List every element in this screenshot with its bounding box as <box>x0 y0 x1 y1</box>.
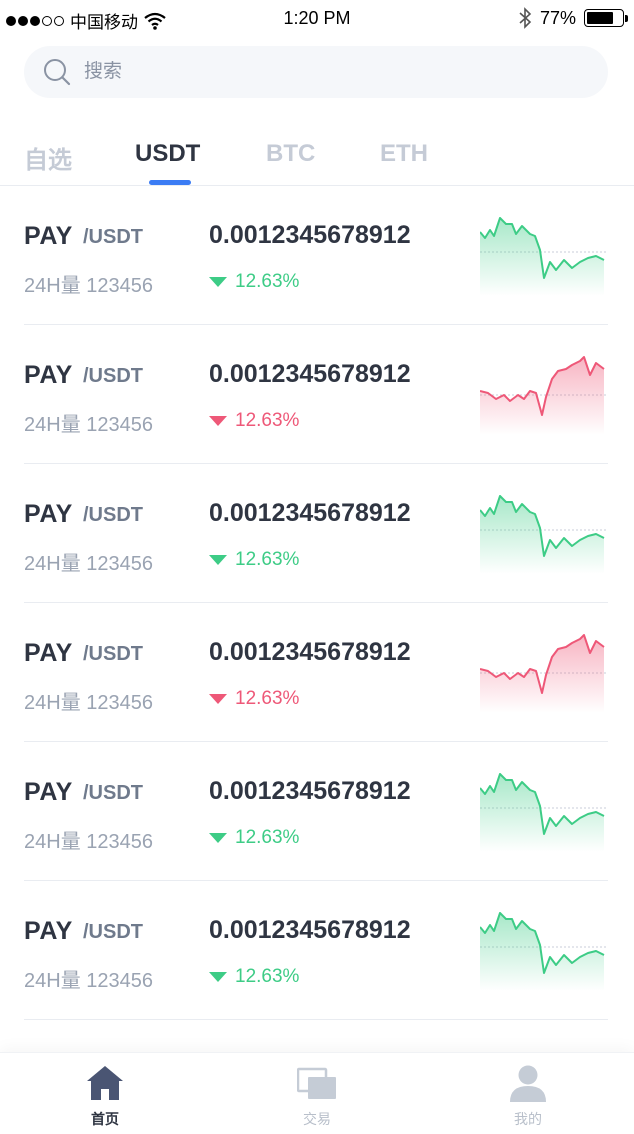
market-row[interactable]: PAY /USDT 24H量 123456 0.0012345678912 12… <box>0 325 634 464</box>
bluetooth-icon <box>519 7 532 29</box>
sparkline-area <box>480 635 604 713</box>
down-triangle-icon <box>209 694 227 704</box>
pair-quote: /USDT <box>83 643 143 665</box>
sparkline-line <box>480 773 605 835</box>
nav-trade-label: 交易 <box>303 1111 331 1127</box>
sparkline-line <box>480 356 605 416</box>
tab-eth[interactable]: ETH <box>380 140 428 167</box>
change-percent: 12.63% <box>235 827 300 848</box>
price-change: 12.63% <box>209 549 299 571</box>
pair-quote: /USDT <box>83 921 143 943</box>
price-change: 12.63% <box>209 688 299 710</box>
sparkline-area <box>480 218 604 296</box>
sparkline-line <box>480 495 605 557</box>
volume-24h: 24H量 123456 <box>24 553 153 575</box>
tab-favorites[interactable]: 自选 <box>24 147 72 174</box>
pair-quote: /USDT <box>83 226 143 248</box>
last-price: 0.0012345678912 <box>209 360 411 388</box>
nav-profile[interactable]: 我的 <box>488 1063 568 1129</box>
tab-usdt[interactable]: USDT <box>135 140 201 167</box>
carrier-name: 中国移动 <box>70 13 138 32</box>
change-percent: 12.63% <box>235 549 300 570</box>
market-row[interactable]: PAY /USDT 24H量 123456 0.0012345678912 12… <box>0 186 634 325</box>
last-price: 0.0012345678912 <box>209 499 411 527</box>
change-percent: 12.63% <box>235 271 300 292</box>
nav-trade[interactable]: 交易 <box>277 1063 357 1129</box>
last-price: 0.0012345678912 <box>209 221 411 249</box>
sparkline-chart <box>480 634 608 713</box>
wifi-icon <box>144 12 166 30</box>
pair-quote: /USDT <box>83 504 143 526</box>
status-right: 77% <box>518 7 628 29</box>
search-bar[interactable] <box>24 46 608 98</box>
sparkline-chart <box>480 912 608 991</box>
nav-profile-label: 我的 <box>514 1111 542 1127</box>
active-tab-indicator <box>149 180 191 185</box>
pair-base: PAY <box>24 917 73 945</box>
market-row[interactable]: PAY /USDT 24H量 123456 0.0012345678912 12… <box>0 881 634 1020</box>
down-triangle-icon <box>209 277 227 287</box>
battery-icon <box>584 9 628 27</box>
tab-btc[interactable]: BTC <box>266 140 316 167</box>
pair-base: PAY <box>24 500 73 528</box>
price-change: 12.63% <box>209 271 299 293</box>
change-percent: 12.63% <box>235 966 300 987</box>
last-price: 0.0012345678912 <box>209 916 411 944</box>
sparkline-area <box>480 496 604 574</box>
down-triangle-icon <box>209 416 227 426</box>
price-change: 12.63% <box>209 410 299 432</box>
search-icon <box>44 59 71 86</box>
pair-base: PAY <box>24 778 73 806</box>
pair-base: PAY <box>24 639 73 667</box>
sparkline-line <box>480 217 605 279</box>
market-row[interactable]: PAY /USDT 24H量 123456 0.0012345678912 12… <box>0 464 634 603</box>
exchange-icon <box>297 1067 336 1099</box>
volume-24h: 24H量 123456 <box>24 831 153 853</box>
sparkline-chart <box>480 217 608 296</box>
sparkline-chart <box>480 773 608 852</box>
nav-home[interactable]: 首页 <box>65 1063 145 1129</box>
down-triangle-icon <box>209 555 227 565</box>
pair-quote: /USDT <box>83 782 143 804</box>
market-list: PAY /USDT 24H量 123456 0.0012345678912 12… <box>0 186 634 1020</box>
price-change: 12.63% <box>209 966 299 988</box>
search-input[interactable] <box>84 61 564 83</box>
bottom-nav: 首页 交易 我的 <box>0 1052 634 1134</box>
sparkline-line <box>480 634 605 694</box>
down-triangle-icon <box>209 972 227 982</box>
sparkline-chart <box>480 495 608 574</box>
battery-percent: 77% <box>539 7 576 28</box>
volume-24h: 24H量 123456 <box>24 970 153 992</box>
status-bar: 中国移动 1:20 PM 77% <box>0 0 634 40</box>
last-price: 0.0012345678912 <box>209 638 411 666</box>
sparkline-area <box>480 357 604 435</box>
battery-level <box>587 12 614 24</box>
volume-24h: 24H量 123456 <box>24 692 153 714</box>
price-change: 12.63% <box>209 827 299 849</box>
sparkline-area <box>480 913 604 991</box>
market-tabs: 自选 USDT BTC ETH <box>0 126 634 186</box>
pair-quote: /USDT <box>83 365 143 387</box>
status-left: 中国移动 <box>6 8 166 33</box>
change-percent: 12.63% <box>235 688 300 709</box>
pair-base: PAY <box>24 361 73 389</box>
signal-strength-icon <box>6 15 64 26</box>
sparkline-line <box>480 912 605 974</box>
user-icon <box>510 1065 546 1102</box>
sparkline-area <box>480 774 604 852</box>
market-row[interactable]: PAY /USDT 24H量 123456 0.0012345678912 12… <box>0 742 634 881</box>
volume-24h: 24H量 123456 <box>24 275 153 297</box>
pair-base: PAY <box>24 222 73 250</box>
change-percent: 12.63% <box>235 410 300 431</box>
status-time: 1:20 PM <box>283 8 351 28</box>
nav-home-label: 首页 <box>91 1111 119 1127</box>
volume-24h: 24H量 123456 <box>24 414 153 436</box>
home-icon <box>87 1066 123 1100</box>
down-triangle-icon <box>209 833 227 843</box>
market-row[interactable]: PAY /USDT 24H量 123456 0.0012345678912 12… <box>0 603 634 742</box>
sparkline-chart <box>480 356 608 435</box>
last-price: 0.0012345678912 <box>209 777 411 805</box>
